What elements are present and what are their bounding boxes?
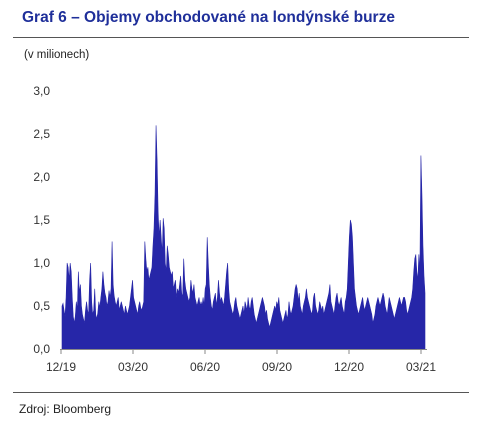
x-tick-label: 12/19: [46, 360, 76, 374]
unit-label: (v milionech): [24, 49, 90, 61]
y-axis: 0,0 0,5 1,0 1,5 2,0 2,5 3,0: [33, 84, 50, 356]
x-tick-label: 09/20: [262, 360, 292, 374]
source-note: Zdroj: Bloomberg: [19, 402, 112, 416]
y-tick-label: 0,5: [33, 299, 50, 313]
y-tick-label: 1,0: [33, 256, 50, 270]
x-tick-label: 03/20: [118, 360, 148, 374]
x-tick-label: 03/21: [406, 360, 436, 374]
x-tick-label: 12/20: [334, 360, 364, 374]
y-tick-label: 3,0: [33, 84, 50, 98]
y-tick-label: 0,0: [33, 342, 50, 356]
chart-title: Graf 6 – Objemy obchodované na londýnské…: [22, 9, 395, 26]
y-tick-label: 1,5: [33, 213, 50, 227]
plot-area: [61, 125, 426, 350]
x-tick-label: 06/20: [190, 360, 220, 374]
x-axis: 12/19 03/20 06/20 09/20 12/20 03/21: [46, 349, 436, 374]
source-divider: [13, 392, 469, 393]
title-divider: [13, 37, 469, 38]
y-tick-label: 2,0: [33, 170, 50, 184]
series-area: [61, 125, 426, 350]
y-tick-label: 2,5: [33, 127, 50, 141]
